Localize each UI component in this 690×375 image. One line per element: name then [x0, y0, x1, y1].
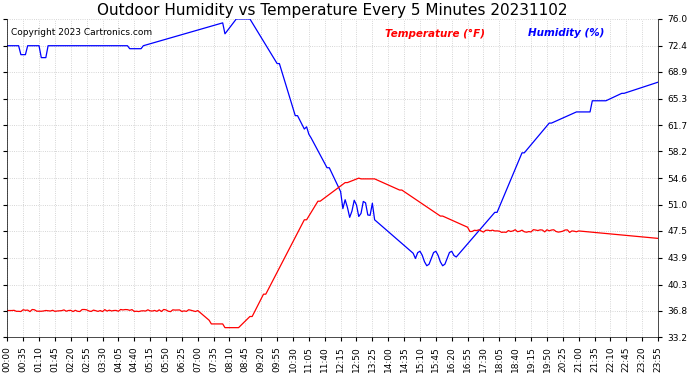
Text: Copyright 2023 Cartronics.com: Copyright 2023 Cartronics.com	[10, 28, 152, 38]
Title: Outdoor Humidity vs Temperature Every 5 Minutes 20231102: Outdoor Humidity vs Temperature Every 5 …	[97, 3, 568, 18]
Text: Temperature (°F): Temperature (°F)	[385, 28, 485, 39]
Text: Humidity (%): Humidity (%)	[528, 28, 604, 39]
